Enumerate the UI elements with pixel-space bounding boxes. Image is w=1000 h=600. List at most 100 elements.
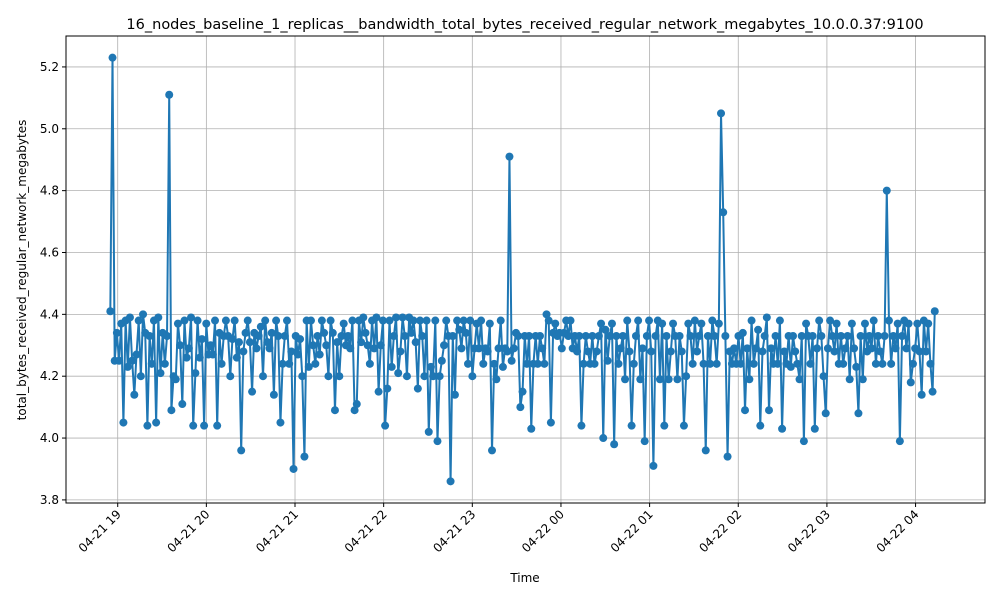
data-point (533, 359, 542, 368)
data-point (712, 359, 721, 368)
data-point (865, 331, 874, 340)
data-point (184, 344, 193, 353)
data-point (754, 325, 763, 334)
data-point (590, 359, 599, 368)
data-point (887, 359, 896, 368)
data-point (573, 347, 582, 356)
data-point (300, 452, 309, 461)
data-point (193, 316, 202, 325)
data-point (322, 341, 331, 350)
data-point (922, 347, 931, 356)
data-point (522, 359, 531, 368)
data-point (176, 341, 185, 350)
data-point (686, 331, 695, 340)
data-point (854, 409, 863, 418)
data-point (145, 331, 154, 340)
plot-frame (65, 35, 986, 504)
y-tick-label: 4.2 (40, 369, 59, 383)
data-point (655, 375, 664, 384)
data-point (125, 313, 134, 322)
data-point (895, 437, 904, 446)
data-point (743, 344, 752, 353)
data-point (507, 356, 516, 365)
data-point (492, 375, 501, 384)
data-point (736, 359, 745, 368)
data-point (874, 331, 883, 340)
data-point (296, 335, 305, 344)
data-point (797, 331, 806, 340)
data-point (826, 316, 835, 325)
data-point (350, 406, 359, 415)
data-point (542, 310, 551, 319)
data-point (839, 359, 848, 368)
data-point (363, 341, 372, 350)
y-tick-label: 4.6 (40, 245, 59, 259)
y-axis: 3.8 4.0 4.2 4.4 4.6 4.8 5.0 5.2 (40, 60, 66, 507)
data-point (610, 440, 619, 449)
data-point (535, 331, 544, 340)
data-point (136, 372, 145, 381)
data-point (546, 418, 555, 427)
data-point (693, 347, 702, 356)
data-point (640, 437, 649, 446)
data-point (762, 313, 771, 322)
data-point (856, 331, 865, 340)
data-point (274, 331, 283, 340)
data-point (616, 344, 625, 353)
grid (66, 36, 985, 503)
data-point (256, 322, 265, 331)
data-point (448, 331, 457, 340)
data-point (365, 359, 374, 368)
data-point (422, 316, 431, 325)
data-point (756, 421, 765, 430)
y-tick-label: 4.4 (40, 307, 59, 321)
data-point (180, 316, 189, 325)
data-point (828, 331, 837, 340)
data-point (906, 378, 915, 387)
data-point (241, 328, 250, 337)
data-point (378, 316, 387, 325)
data-point (577, 421, 586, 430)
data-point (669, 319, 678, 328)
data-point (891, 344, 900, 353)
data-point (191, 369, 200, 378)
data-point (123, 362, 132, 371)
data-point (902, 344, 911, 353)
data-point (642, 331, 651, 340)
data-point (400, 331, 409, 340)
data-point (509, 344, 518, 353)
data-point (581, 331, 590, 340)
data-point (926, 359, 935, 368)
data-point (357, 338, 366, 347)
data-point (738, 328, 747, 337)
series-markers (106, 53, 939, 486)
data-point (466, 316, 475, 325)
data-point (437, 356, 446, 365)
data-point (498, 362, 507, 371)
data-point (795, 375, 804, 384)
data-point (485, 319, 494, 328)
data-point (213, 421, 222, 430)
data-point (152, 418, 161, 427)
data-point (714, 319, 723, 328)
data-point (847, 319, 856, 328)
data-point (745, 375, 754, 384)
data-point (464, 359, 473, 368)
data-point (575, 331, 584, 340)
y-tick-label: 4.8 (40, 184, 59, 198)
data-point (477, 316, 486, 325)
data-point (289, 464, 298, 473)
data-point (182, 353, 191, 362)
data-point (304, 362, 313, 371)
data-point (664, 375, 673, 384)
data-point (876, 347, 885, 356)
data-point (398, 313, 407, 322)
data-point (599, 434, 608, 443)
data-point (165, 90, 174, 99)
data-point (488, 446, 497, 455)
data-point (867, 344, 876, 353)
data-point (679, 421, 688, 430)
data-point (614, 359, 623, 368)
data-point (455, 325, 464, 334)
data-point (130, 390, 139, 399)
